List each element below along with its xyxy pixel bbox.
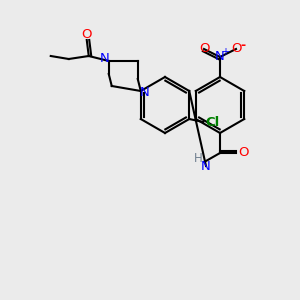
Text: H: H [194, 152, 203, 166]
Text: N: N [100, 52, 110, 65]
Text: N: N [201, 160, 211, 172]
Text: N: N [140, 86, 150, 100]
Text: N: N [215, 50, 225, 64]
Text: Cl: Cl [205, 116, 220, 128]
Text: -: - [240, 38, 246, 52]
Text: +: + [221, 47, 229, 57]
Text: O: O [82, 28, 92, 41]
Text: O: O [199, 43, 209, 56]
Text: O: O [231, 43, 241, 56]
Text: O: O [238, 146, 248, 160]
